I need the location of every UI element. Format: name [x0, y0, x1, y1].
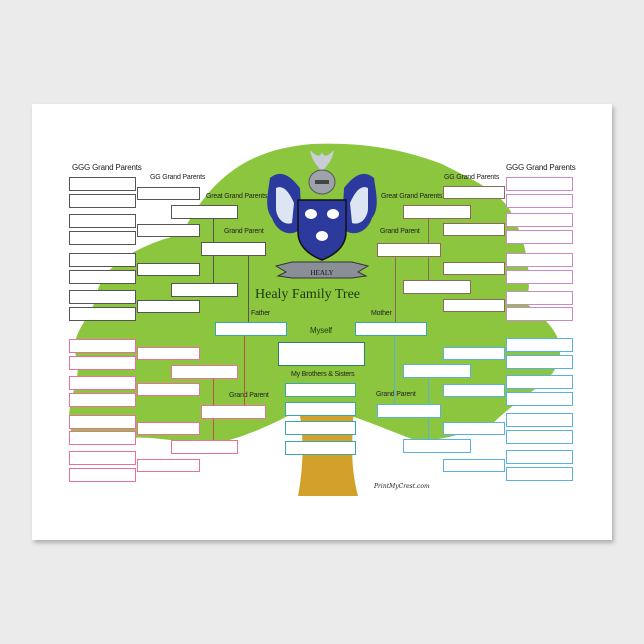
father-box[interactable]	[215, 322, 287, 336]
siblings-label: My Brothers & Sisters	[291, 371, 355, 378]
ggg-grandparent-box[interactable]	[69, 376, 136, 390]
shield	[297, 199, 347, 261]
gg-left-label: GG Grand Parents	[150, 174, 206, 181]
grandparent-box[interactable]	[201, 242, 266, 256]
gg-grandparent-box[interactable]	[443, 262, 505, 275]
ggg-grandparent-box[interactable]	[506, 213, 573, 227]
boar-head	[305, 209, 317, 219]
sibling-box[interactable]	[285, 402, 356, 416]
ggg-grandparent-box[interactable]	[69, 415, 136, 429]
ggg-grandparent-box[interactable]	[69, 194, 136, 208]
gg-grandparent-box[interactable]	[443, 299, 505, 312]
great-left-label: Great Grand Parents	[206, 193, 268, 200]
father-label: Father	[251, 310, 271, 317]
sibling-box[interactable]	[285, 441, 356, 455]
ggg-grandparent-box[interactable]	[69, 253, 136, 267]
ggg-grandparent-box[interactable]	[506, 430, 573, 444]
connector-line	[244, 336, 245, 405]
ggg-grandparent-box[interactable]	[69, 177, 136, 191]
gg-grandparent-box[interactable]	[137, 459, 200, 472]
great-grandparent-box[interactable]	[403, 205, 471, 219]
ggg-left-label: GGG Grand Parents	[72, 163, 142, 172]
family-crest: HEALY	[267, 150, 377, 279]
ggg-grandparent-box[interactable]	[506, 230, 573, 244]
ggg-grandparent-box[interactable]	[69, 339, 136, 353]
gg-grandparent-box[interactable]	[137, 300, 200, 313]
gg-grandparent-box[interactable]	[137, 422, 200, 435]
myself-box[interactable]	[278, 342, 365, 366]
ggg-grandparent-box[interactable]	[506, 307, 573, 321]
gg-grandparent-box[interactable]	[443, 384, 505, 397]
ggg-grandparent-box[interactable]	[69, 231, 136, 245]
ggg-grandparent-box[interactable]	[69, 214, 136, 228]
great-grandparent-box[interactable]	[171, 440, 238, 454]
page-title: Healy Family Tree	[255, 287, 360, 302]
mother-label: Mother	[371, 310, 392, 317]
gg-grandparent-box[interactable]	[443, 223, 505, 236]
ggg-grandparent-box[interactable]	[69, 451, 136, 465]
gg-grandparent-box[interactable]	[137, 187, 200, 200]
ggg-grandparent-box[interactable]	[69, 290, 136, 304]
great-grandparent-box[interactable]	[171, 205, 238, 219]
gg-grandparent-box[interactable]	[137, 347, 200, 360]
myself-label: Myself	[310, 326, 332, 335]
ggg-right-label: GGG Grand Parents	[506, 163, 576, 172]
watermark: PrintMyCrest.com	[374, 483, 430, 490]
gg-right-label: GG Grand Parents	[444, 174, 500, 181]
great-grandparent-box[interactable]	[403, 439, 471, 453]
connector-line	[248, 256, 249, 322]
grand-left-bottom-label: Grand Parent	[229, 392, 269, 399]
ggg-grandparent-box[interactable]	[69, 270, 136, 284]
great-grandparent-box[interactable]	[403, 280, 471, 294]
ggg-grandparent-box[interactable]	[506, 355, 573, 369]
grand-left-top-label: Grand Parent	[224, 228, 264, 235]
great-grandparent-box[interactable]	[171, 283, 238, 297]
boar-head	[316, 231, 328, 241]
ggg-grandparent-box[interactable]	[69, 307, 136, 321]
connector-line	[395, 257, 396, 322]
ggg-grandparent-box[interactable]	[506, 194, 573, 208]
ggg-grandparent-box[interactable]	[69, 468, 136, 482]
great-grandparent-box[interactable]	[403, 364, 471, 378]
ggg-grandparent-box[interactable]	[506, 375, 573, 389]
grandparent-box[interactable]	[201, 405, 266, 419]
grandparent-box[interactable]	[377, 404, 441, 418]
sibling-box[interactable]	[285, 421, 356, 435]
crest-banner-text: HEALY	[310, 269, 333, 277]
grand-right-bottom-label: Grand Parent	[376, 391, 416, 398]
sibling-box[interactable]	[285, 383, 356, 397]
ggg-grandparent-box[interactable]	[506, 338, 573, 352]
plumes	[310, 150, 334, 172]
ggg-grandparent-box[interactable]	[506, 467, 573, 481]
ggg-grandparent-box[interactable]	[506, 392, 573, 406]
ggg-grandparent-box[interactable]	[506, 253, 573, 267]
gg-grandparent-box[interactable]	[137, 383, 200, 396]
grand-right-top-label: Grand Parent	[380, 228, 420, 235]
great-grandparent-box[interactable]	[171, 365, 238, 379]
ggg-grandparent-box[interactable]	[69, 431, 136, 445]
ggg-grandparent-box[interactable]	[506, 177, 573, 191]
mother-box[interactable]	[355, 322, 427, 336]
great-right-label: Great Grand Parents	[381, 193, 443, 200]
ggg-grandparent-box[interactable]	[506, 270, 573, 284]
gg-grandparent-box[interactable]	[443, 459, 505, 472]
ggg-grandparent-box[interactable]	[69, 356, 136, 370]
family-tree-poster: HEALY Healy Family Tree Myself PrintMyCr…	[32, 104, 612, 540]
grandparent-box[interactable]	[377, 243, 441, 257]
boar-head	[327, 209, 339, 219]
gg-grandparent-box[interactable]	[443, 422, 505, 435]
ggg-grandparent-box[interactable]	[506, 450, 573, 464]
gg-grandparent-box[interactable]	[443, 186, 505, 199]
ggg-grandparent-box[interactable]	[506, 413, 573, 427]
gg-grandparent-box[interactable]	[137, 263, 200, 276]
gg-grandparent-box[interactable]	[137, 224, 200, 237]
ggg-grandparent-box[interactable]	[69, 393, 136, 407]
gg-grandparent-box[interactable]	[443, 347, 505, 360]
banner	[274, 261, 370, 279]
connector-line	[394, 336, 395, 404]
ggg-grandparent-box[interactable]	[506, 291, 573, 305]
